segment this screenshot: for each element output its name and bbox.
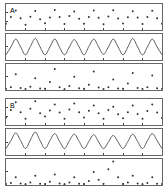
svg-text:A: A <box>10 7 15 14</box>
svg-text:B: B <box>10 102 15 109</box>
